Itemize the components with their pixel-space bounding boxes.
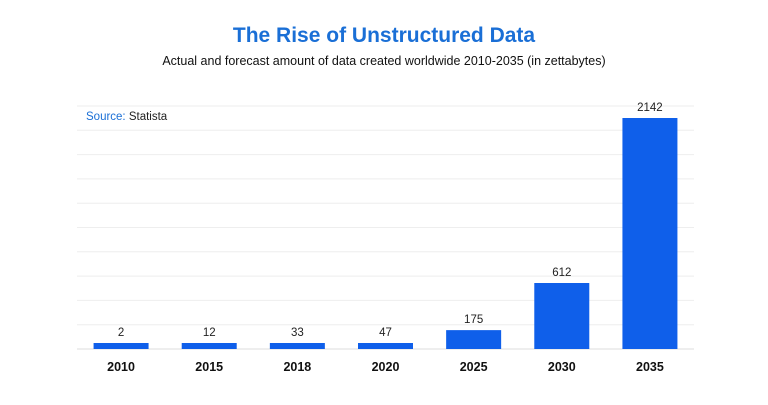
value-label-2025: 175 [464,314,483,326]
bar-2015 [181,343,237,349]
value-labels: 2 12 33 47 175 612 2142 [118,102,663,339]
bars [93,118,678,349]
source-note: Source: Statista [86,111,167,123]
bar-2020 [358,343,413,349]
source-value: Statista [128,111,168,123]
x-tick-2035: 2035 [636,360,664,374]
bar-2035 [622,118,678,349]
value-label-2020: 47 [379,327,392,339]
x-tick-labels: 2010 2015 2018 2020 2025 2030 2035 [107,360,664,374]
gridlines [77,105,694,350]
x-tick-2015: 2015 [195,360,223,374]
value-label-2030: 612 [552,267,571,279]
bar-2030 [534,283,590,349]
bar-2018 [269,343,325,349]
chart-title: The Rise of Unstructured Data [232,24,536,47]
x-tick-2020: 2020 [372,360,400,374]
value-label-2035: 2142 [637,102,663,114]
chart-subtitle: Actual and forecast amount of data creat… [162,54,606,68]
x-tick-2030: 2030 [548,360,576,374]
bar-2010 [93,343,149,349]
source-label: Source: [86,111,126,123]
value-label-2018: 33 [291,327,304,339]
bar-2025 [446,330,502,349]
value-label-2015: 12 [203,327,216,339]
x-tick-2025: 2025 [460,360,488,374]
x-tick-2010: 2010 [107,360,135,374]
x-tick-2018: 2018 [283,360,311,374]
value-label-2010: 2 [118,327,124,339]
